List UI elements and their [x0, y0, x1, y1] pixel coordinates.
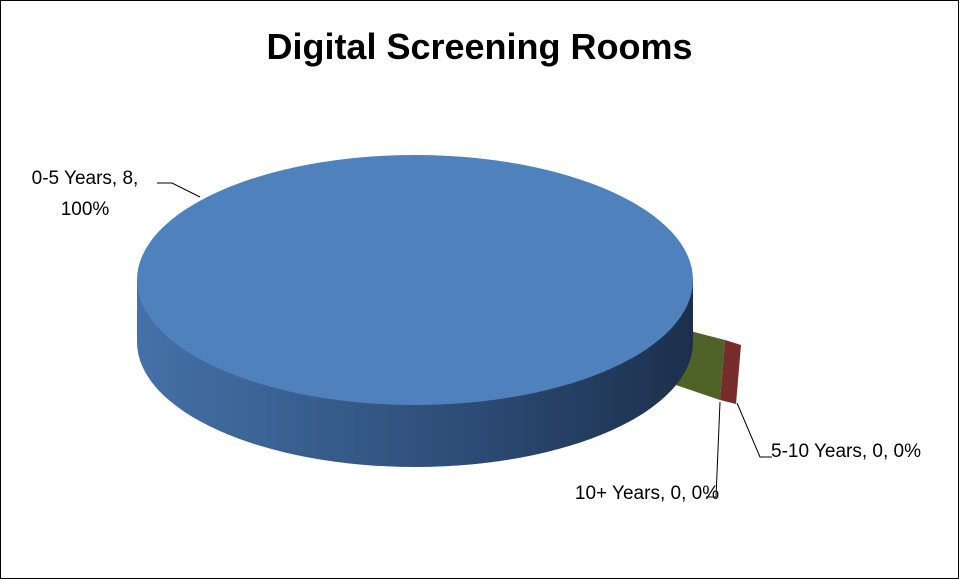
leader-line	[736, 402, 772, 458]
data-label: 10+ Years, 0, 0%	[574, 483, 720, 504]
leader-line	[706, 401, 721, 498]
slice	[137, 155, 693, 405]
chart-title: Digital Screening Rooms	[266, 26, 693, 67]
slice-face	[720, 340, 741, 404]
leader-line	[157, 182, 201, 198]
data-label: 0-5 Years, 8, 100%	[31, 168, 139, 220]
data-label: 5-10 Years, 0, 0%	[771, 441, 921, 462]
